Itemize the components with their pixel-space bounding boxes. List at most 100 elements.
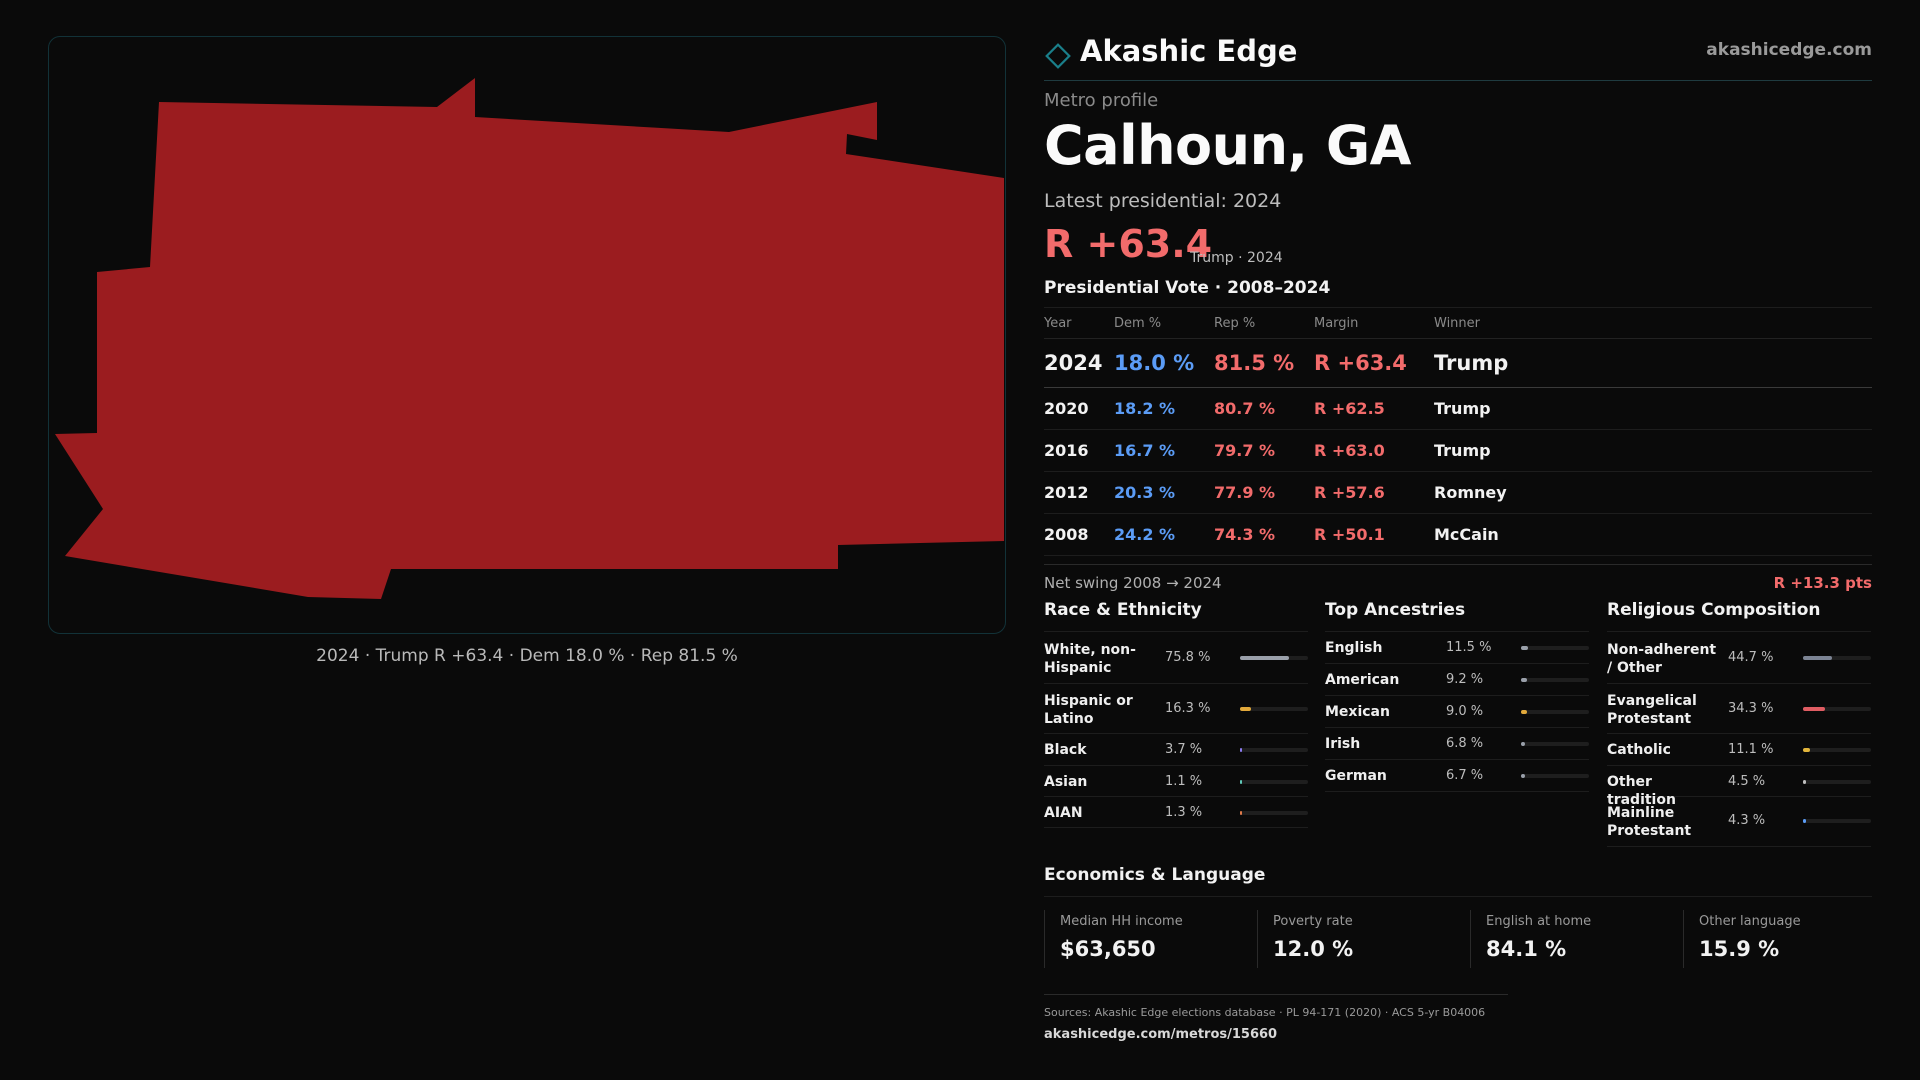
race-ethnicity-title: Race & Ethnicity (1044, 600, 1308, 632)
race-row: AIAN 1.3 % (1044, 797, 1308, 828)
cell-margin: R +57.6 (1314, 471, 1434, 514)
cell-dem: 24.2 % (1114, 513, 1214, 556)
table-row: 2024 18.0 % 81.5 % R +63.4 Trump (1044, 338, 1872, 388)
race-label: AIAN (1044, 805, 1083, 821)
metro-permalink[interactable]: akashicedge.com/metros/15660 (1044, 1027, 1278, 1042)
econ-other-language: Other language 15.9 % (1683, 910, 1872, 968)
econ-english-at-home: English at home 84.1 % (1470, 910, 1683, 968)
latest-winner-sub: Trump · 2024 (1190, 250, 1283, 266)
brand-url-link[interactable]: akashicedge.com (1706, 40, 1872, 60)
cell-year: 2024 (1044, 338, 1114, 388)
cell-year: 2020 (1044, 387, 1114, 430)
cell-year: 2008 (1044, 513, 1114, 556)
religion-title: Religious Composition (1607, 600, 1871, 632)
race-bar-fill (1240, 811, 1242, 815)
econ-value: 15.9 % (1699, 937, 1780, 961)
net-swing-label: Net swing 2008 → 2024 (1044, 574, 1222, 592)
religion-bar (1803, 656, 1871, 660)
ancestry-bar-fill (1521, 742, 1525, 746)
latest-presidential-label: Latest presidential: 2024 (1044, 190, 1282, 212)
col-header-winner: Winner (1434, 307, 1872, 339)
religion-bar-fill (1803, 780, 1806, 784)
ancestry-bar (1521, 710, 1589, 714)
sources-text: Sources: Akashic Edge elections database… (1044, 1006, 1486, 1019)
race-label: Hispanic or Latino (1044, 693, 1133, 727)
ancestry-row: American 9.2 % (1325, 664, 1589, 696)
religion-row: Other tradition 4.5 % (1607, 766, 1871, 808)
religion-row: Mainline Protestant 4.3 % (1607, 797, 1871, 847)
religion-label: Catholic (1607, 742, 1671, 758)
col-header-rep: Rep % (1214, 307, 1314, 339)
religion-bar-fill (1803, 707, 1825, 711)
ancestry-pct: 9.0 % (1446, 704, 1484, 719)
ancestry-bar (1521, 774, 1589, 778)
econ-label: Other language (1699, 914, 1801, 929)
race-bar (1240, 811, 1308, 815)
table-row: 2016 16.7 % 79.7 % R +63.0 Trump (1044, 429, 1872, 472)
ancestry-label: German (1325, 768, 1387, 784)
religion-bar (1803, 748, 1871, 752)
race-bar-fill (1240, 707, 1251, 711)
religion-label: Other tradition (1607, 774, 1676, 808)
col-header-margin: Margin (1314, 307, 1434, 339)
econ-median-income: Median HH income $63,650 (1044, 910, 1257, 968)
cell-winner: Romney (1434, 471, 1872, 514)
cell-winner: Trump (1434, 429, 1872, 472)
race-bar (1240, 748, 1308, 752)
religion-pct: 11.1 % (1728, 742, 1774, 757)
cell-year: 2016 (1044, 429, 1114, 472)
vote-table-title: Presidential Vote · 2008–2024 (1044, 278, 1331, 298)
econ-value: 12.0 % (1273, 937, 1354, 961)
ancestry-row: English 11.5 % (1325, 632, 1589, 664)
col-header-dem: Dem % (1114, 307, 1214, 339)
metro-shape[interactable] (55, 78, 1004, 599)
ancestry-title: Top Ancestries (1325, 600, 1589, 632)
cell-dem: 20.3 % (1114, 471, 1214, 514)
cell-margin: R +62.5 (1314, 387, 1434, 430)
economics-title: Economics & Language (1044, 865, 1872, 897)
econ-label: Poverty rate (1273, 914, 1353, 929)
econ-label: Median HH income (1060, 914, 1183, 929)
metro-map[interactable] (48, 36, 1006, 634)
map-caption: 2024 · Trump R +63.4 · Dem 18.0 % · Rep … (316, 646, 738, 666)
race-label: White, non-Hispanic (1044, 642, 1136, 676)
ancestry-bar (1521, 646, 1589, 650)
race-row: White, non-Hispanic 75.8 % (1044, 632, 1308, 684)
race-pct: 1.3 % (1165, 805, 1203, 820)
cell-winner: McCain (1434, 513, 1872, 556)
religion-pct: 4.3 % (1728, 813, 1766, 828)
race-pct: 1.1 % (1165, 774, 1203, 789)
cell-rep: 79.7 % (1214, 429, 1314, 472)
religion-row: Non-adherent / Other 44.7 % (1607, 632, 1871, 684)
religion-bar (1803, 780, 1871, 784)
econ-label: English at home (1486, 914, 1592, 929)
ancestry-bar-fill (1521, 678, 1527, 682)
table-row: 2020 18.2 % 80.7 % R +62.5 Trump (1044, 387, 1872, 430)
brand-name: Akashic Edge (1080, 34, 1298, 68)
religion-row: Catholic 11.1 % (1607, 734, 1871, 766)
race-bar (1240, 780, 1308, 784)
ancestry-bar-fill (1521, 710, 1527, 714)
religion-bar-fill (1803, 748, 1810, 752)
religion-section: Religious Composition Non-adherent / Oth… (1607, 600, 1871, 847)
table-row: 2012 20.3 % 77.9 % R +57.6 Romney (1044, 471, 1872, 514)
cell-rep: 77.9 % (1214, 471, 1314, 514)
race-row: Asian 1.1 % (1044, 766, 1308, 797)
religion-bar (1803, 707, 1871, 711)
ancestry-label: English (1325, 640, 1383, 656)
cell-rep: 74.3 % (1214, 513, 1314, 556)
page-title: Calhoun, GA (1044, 114, 1411, 177)
econ-poverty-rate: Poverty rate 12.0 % (1257, 910, 1470, 968)
ancestry-label: American (1325, 672, 1400, 688)
ancestry-pct: 11.5 % (1446, 640, 1492, 655)
race-bar (1240, 707, 1308, 711)
profile-eyebrow: Metro profile (1044, 90, 1159, 111)
race-pct: 16.3 % (1165, 701, 1211, 716)
ancestry-label: Mexican (1325, 704, 1390, 720)
religion-bar-fill (1803, 656, 1832, 660)
race-bar-fill (1240, 748, 1242, 752)
religion-row: Evangelical Protestant 34.3 % (1607, 684, 1871, 734)
race-bar-fill (1240, 656, 1289, 660)
cell-winner: Trump (1434, 338, 1872, 388)
religion-bar (1803, 819, 1871, 823)
